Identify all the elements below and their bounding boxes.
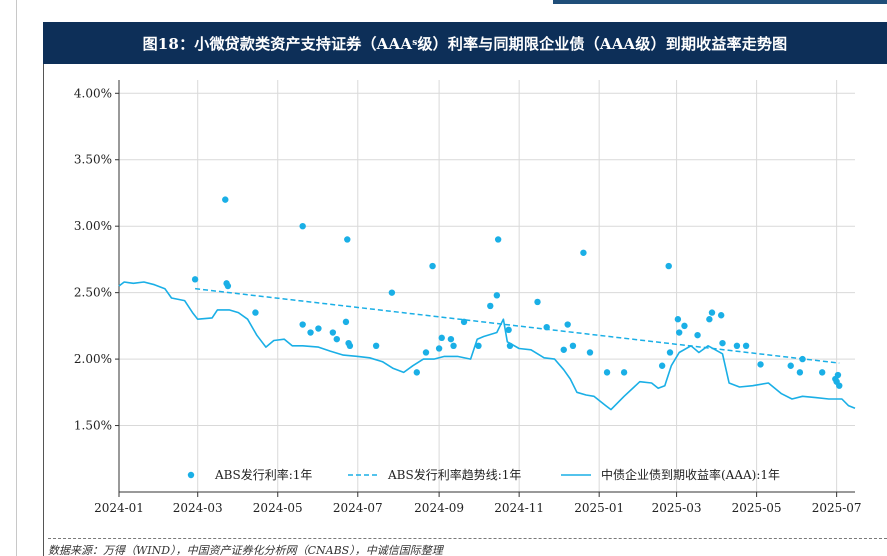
- abs-rate-point: [708, 309, 716, 316]
- abs-trend-line: [195, 287, 840, 364]
- x-tick-label: 2025-01: [574, 501, 624, 515]
- chart-title-bar: 图18：小微贷款类资产支持证券（AAA s 级）利率与同期限企业债（AAA级）到期收…: [43, 22, 887, 64]
- abs-rate-point: [460, 318, 468, 326]
- abs-rate-point: [620, 369, 628, 376]
- abs-rate-point: [681, 322, 688, 330]
- abs-rate-point: [543, 324, 550, 331]
- abs-rate-point: [580, 249, 587, 256]
- abs-rate-point: [706, 316, 713, 323]
- abs-rate-point: [450, 342, 457, 350]
- abs-rate-point: [675, 329, 683, 336]
- y-tick-label: 3.50%: [74, 153, 112, 167]
- abs-rate-point: [819, 369, 826, 376]
- x-tick-label: 2024-11: [494, 501, 544, 515]
- bond-yield-line: [118, 281, 856, 411]
- x-tick-label: 2024-03: [173, 501, 223, 515]
- legend-scatter-marker: [187, 471, 195, 479]
- abs-rate-point: [435, 345, 443, 352]
- abs-rate-point: [299, 321, 306, 328]
- abs-rate-point: [719, 339, 726, 347]
- legend-label-abs-rate: ABS发行利率:1年: [214, 467, 312, 482]
- abs-rate-point: [603, 369, 611, 376]
- legend-label-trend: ABS发行利率趋势线:1年: [387, 467, 521, 482]
- abs-rate-point: [564, 321, 571, 328]
- abs-rate-point: [222, 196, 229, 203]
- figure-frame: [43, 22, 887, 556]
- abs-rate-point: [836, 382, 843, 389]
- y-tick-label: 1.50%: [74, 419, 112, 433]
- abs-rate-point: [344, 236, 351, 243]
- legend-label-bond: 中债企业债到期收益率(AAA):1年: [601, 467, 780, 482]
- abs-rate-point: [742, 342, 750, 350]
- top-accent-strip: [553, 0, 887, 4]
- y-tick-label: 2.50%: [74, 286, 112, 300]
- abs-rate-point: [372, 342, 380, 350]
- abs-rate-point: [224, 282, 232, 290]
- abs-rate-point: [733, 342, 741, 350]
- source-note: 数据来源：万得（WIND），中国资产证券化分析网（CNABS），中诚信国际整理: [48, 538, 887, 556]
- abs-rate-point: [191, 276, 199, 283]
- abs-rate-point: [717, 312, 725, 319]
- abs-rate-point: [438, 334, 445, 342]
- x-tick-label: 2025-03: [652, 501, 702, 515]
- abs-rate-point: [534, 298, 541, 306]
- abs-rate-point: [315, 325, 322, 332]
- abs-rate-point: [694, 331, 701, 339]
- abs-rate-point: [422, 349, 430, 356]
- chart-title-prefix: 图18：小微贷款类资产支持证券（AAA: [142, 34, 413, 53]
- abs-rate-point: [487, 302, 494, 310]
- abs-rate-point: [388, 289, 396, 296]
- abs-rate-point: [799, 355, 806, 363]
- abs-rate-point: [413, 369, 421, 376]
- abs-rate-point: [447, 335, 455, 343]
- chart-title-subscript: s: [412, 38, 418, 48]
- abs-rate-point: [299, 222, 306, 230]
- abs-rate-point: [665, 262, 672, 270]
- x-tick-label: 2024-09: [414, 501, 464, 515]
- abs-rate-point: [494, 236, 502, 243]
- abs-rate-point: [329, 329, 337, 336]
- abs-rate-point: [560, 346, 567, 353]
- y-tick-label: 2.00%: [74, 352, 112, 366]
- x-tick-label: 2024-07: [333, 501, 383, 515]
- abs-rate-point: [493, 292, 501, 299]
- abs-rate-point: [506, 342, 514, 350]
- x-tick-label: 2024-01: [94, 501, 144, 515]
- x-tick-label: 2025-05: [732, 501, 782, 515]
- abs-rate-point: [834, 371, 842, 379]
- abs-rate-point: [505, 326, 512, 334]
- abs-rate-point: [346, 342, 354, 350]
- abs-rate-point: [342, 318, 350, 326]
- abs-rate-point: [586, 349, 594, 356]
- y-tick-label: 4.00%: [74, 86, 112, 100]
- page-left-rule: [16, 0, 17, 556]
- abs-rate-point: [757, 361, 764, 368]
- abs-rate-point: [666, 349, 674, 356]
- abs-rate-point: [252, 309, 259, 316]
- abs-rate-point: [307, 329, 314, 336]
- abs-rate-point: [333, 335, 340, 343]
- abs-rate-point: [429, 262, 436, 270]
- abs-rate-point: [475, 342, 482, 350]
- abs-rate-point: [674, 316, 682, 323]
- abs-rate-point: [787, 362, 794, 369]
- x-tick-label: 2024-05: [253, 501, 303, 515]
- abs-rate-point: [796, 369, 804, 376]
- chart-title-suffix: 级）利率与同期限企业债（AAA级）到期收益率走势图: [417, 34, 788, 53]
- abs-rate-point: [658, 362, 666, 369]
- abs-rate-point: [569, 342, 577, 350]
- y-tick-label: 3.00%: [74, 219, 112, 233]
- x-tick-label: 2025-07: [812, 501, 862, 515]
